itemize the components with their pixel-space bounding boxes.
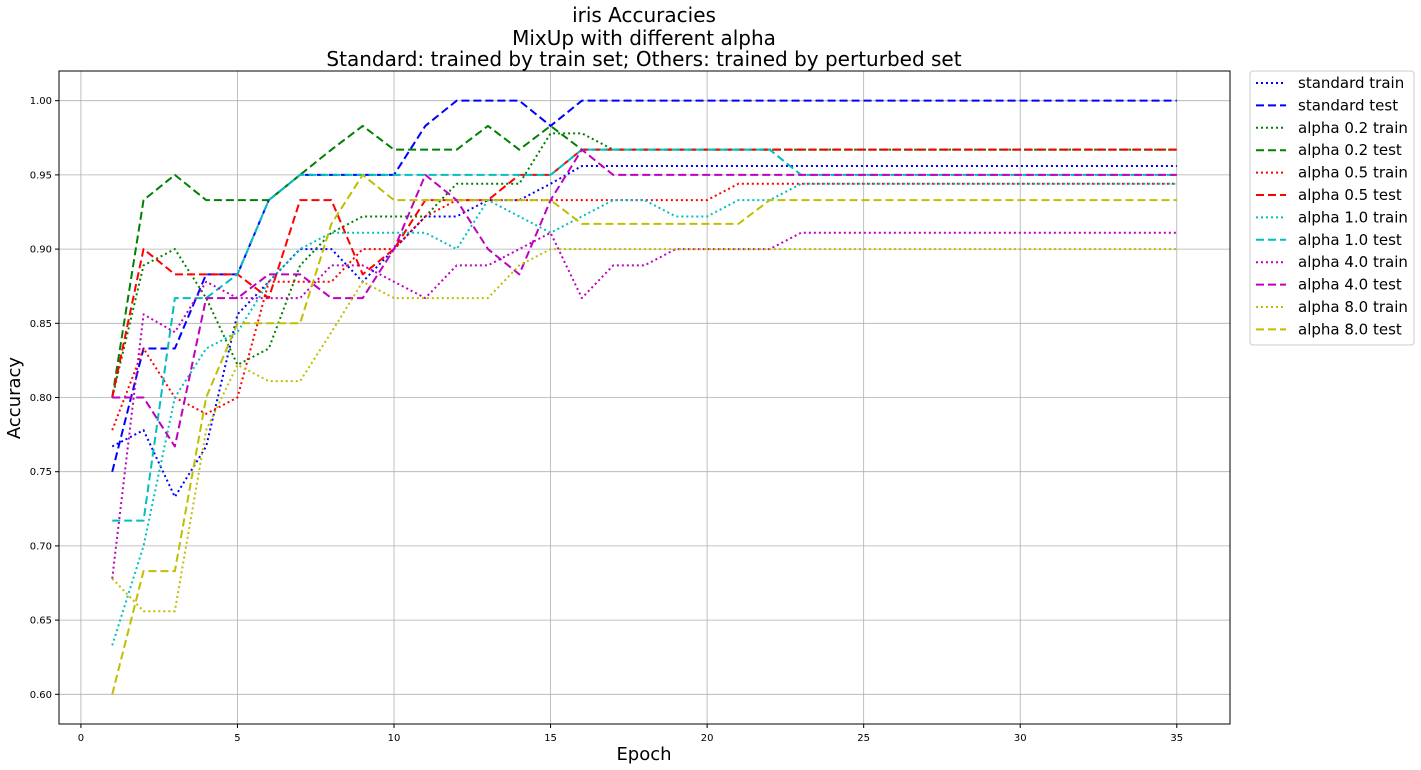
legend-entry-alpha-0-2-test: alpha 0.2 test — [1256, 141, 1402, 159]
legend-entry-alpha-8-0-test: alpha 8.0 test — [1256, 320, 1402, 338]
legend-entry-alpha-0-5-test: alpha 0.5 test — [1256, 186, 1402, 204]
legend-label: alpha 8.0 test — [1298, 320, 1402, 338]
legend-entry-alpha-0-5-train: alpha 0.5 train — [1256, 164, 1408, 182]
x-axis-label: Epoch — [616, 744, 671, 765]
y-tick-label: 0.90 — [30, 245, 52, 256]
chart-title: iris Accuracies MixUp with different alp… — [326, 3, 961, 71]
grid-lines — [59, 71, 1230, 724]
legend-label: alpha 1.0 train — [1298, 208, 1408, 226]
legend-label: alpha 8.0 train — [1298, 298, 1408, 316]
y-tick-label: 0.75 — [30, 467, 52, 478]
x-tick-label: 25 — [857, 733, 870, 744]
legend-label: alpha 0.5 test — [1298, 186, 1402, 204]
y-tick-label: 0.85 — [30, 319, 52, 330]
legend-label: alpha 0.2 train — [1298, 119, 1408, 137]
x-axis-ticks: 0 5 10 15 20 25 30 35 — [78, 724, 1183, 744]
chart-title-line-2: MixUp with different alpha — [512, 26, 776, 50]
legend-entry-alpha-8-0-train: alpha 8.0 train — [1256, 298, 1408, 316]
legend-label: alpha 0.5 train — [1298, 164, 1408, 182]
series-line-alpha-8-0-test — [111, 173, 1177, 695]
series-line-alpha-8-0-train — [111, 248, 1177, 613]
legend-label: standard test — [1298, 96, 1398, 114]
legend-entry-alpha-1-0-train: alpha 1.0 train — [1256, 208, 1408, 226]
series-line-alpha-4-0-train — [111, 231, 1177, 579]
legend-frame — [1249, 70, 1415, 346]
x-tick-label: 10 — [388, 733, 401, 744]
legend-entry-standard-train: standard train — [1256, 74, 1404, 92]
legend-entry-alpha-4-0-test: alpha 4.0 test — [1256, 276, 1402, 294]
y-tick-label: 0.80 — [30, 393, 52, 404]
legend-label: standard train — [1298, 74, 1404, 92]
legend: standard train standard test alpha 0.2 tra… — [1249, 70, 1415, 346]
series-line-alpha-1-0-test — [112, 148, 1177, 522]
series-line-alpha-4-0-test — [112, 148, 1177, 448]
legend-entry-alpha-1-0-test: alpha 1.0 test — [1256, 231, 1402, 249]
y-axis-label: Accuracy — [4, 357, 25, 440]
series-line-alpha-0-2-train — [111, 132, 1177, 398]
series-line-alpha-0-5-test — [111, 148, 1177, 398]
chart-title-line-3: Standard: trained by train set; Others: … — [326, 47, 961, 71]
x-tick-label: 15 — [544, 733, 557, 744]
legend-entry-alpha-0-2-train: alpha 0.2 train — [1256, 119, 1408, 137]
y-tick-label: 0.95 — [30, 170, 52, 181]
series-line-alpha-1-0-train — [111, 182, 1177, 646]
legend-label: alpha 4.0 train — [1298, 253, 1408, 271]
legend-entry-standard-test: standard test — [1256, 96, 1398, 114]
legend-label: alpha 0.2 test — [1298, 141, 1402, 159]
series-line-standard-train — [111, 164, 1177, 498]
x-tick-label: 30 — [1014, 733, 1027, 744]
legend-label: alpha 1.0 test — [1298, 231, 1402, 249]
x-tick-label: 0 — [78, 733, 84, 744]
x-tick-label: 20 — [701, 733, 714, 744]
series-line-alpha-0-5-train — [111, 182, 1177, 431]
x-tick-label: 35 — [1170, 733, 1183, 744]
y-tick-label: 0.65 — [30, 616, 52, 627]
y-tick-label: 1.00 — [30, 96, 52, 107]
y-axis-ticks: 0.60 0.65 0.70 0.75 0.80 0.85 0.90 0.95 1.00 — [30, 96, 59, 701]
y-tick-label: 0.60 — [30, 690, 52, 701]
series-lines — [111, 99, 1177, 695]
x-tick-label: 5 — [234, 733, 240, 744]
legend-label: alpha 4.0 test — [1298, 276, 1402, 294]
chart-title-line-1: iris Accuracies — [572, 3, 716, 27]
y-tick-label: 0.70 — [30, 541, 52, 552]
legend-entry-alpha-4-0-train: alpha 4.0 train — [1256, 253, 1408, 271]
